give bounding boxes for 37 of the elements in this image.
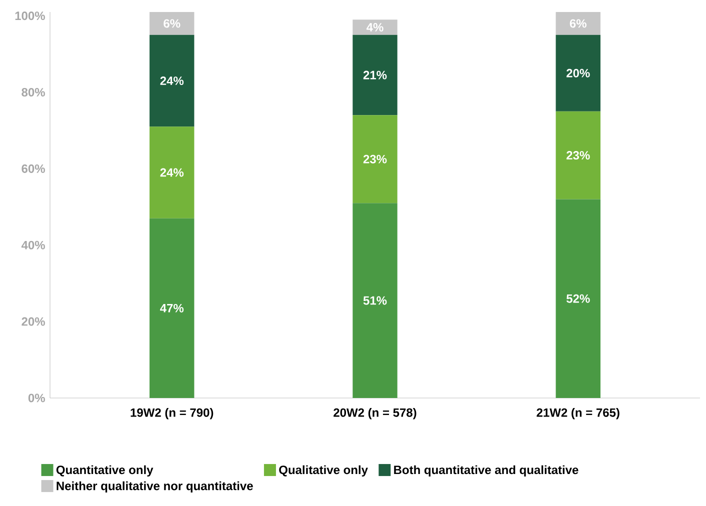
- y-tick-label: 40%: [21, 240, 45, 250]
- x-tick-label: 19W2 (n = 790): [130, 408, 214, 420]
- bar: [556, 34, 600, 112]
- data-label: 24%: [160, 168, 184, 177]
- data-label: 6%: [570, 19, 586, 28]
- bar: [150, 34, 194, 127]
- data-label: 51%: [363, 296, 387, 305]
- y-tick-label: 80%: [22, 88, 45, 97]
- y-tick-label: 100%: [15, 12, 45, 20]
- y-tick-label: 0%: [28, 394, 45, 402]
- bar: [556, 12, 600, 35]
- data-label: 4%: [366, 23, 384, 32]
- y-tick-label: 60%: [22, 164, 45, 173]
- data-label: 24%: [160, 76, 184, 86]
- bar: [556, 199, 600, 398]
- bar: [352, 203, 398, 398]
- data-label: 52%: [566, 294, 590, 303]
- x-tick-label: 21W2 (n = 765): [536, 408, 620, 420]
- data-label: 6%: [164, 19, 180, 28]
- bar: [352, 34, 398, 116]
- bar: [150, 126, 194, 218]
- legend-label: Neither qualitative nor quantitative: [56, 481, 253, 493]
- bar: [352, 115, 398, 204]
- data-label: 21%: [363, 70, 387, 80]
- bar: [150, 218, 194, 398]
- y-tick-label: 20%: [22, 317, 45, 326]
- data-label: 23%: [566, 151, 590, 160]
- data-label: 20%: [566, 68, 590, 78]
- bar: [556, 111, 600, 200]
- data-label: 23%: [363, 154, 387, 164]
- bar: [352, 20, 398, 35]
- data-label: 47%: [160, 304, 184, 312]
- x-tick-label: 20W2 (n = 578): [334, 408, 416, 420]
- legend-label: Both quantitative and qualitative: [394, 465, 578, 477]
- legend-label: Qualitative only: [279, 465, 368, 477]
- legend-label: Quantitative only: [56, 465, 154, 477]
- bar: [150, 12, 194, 35]
